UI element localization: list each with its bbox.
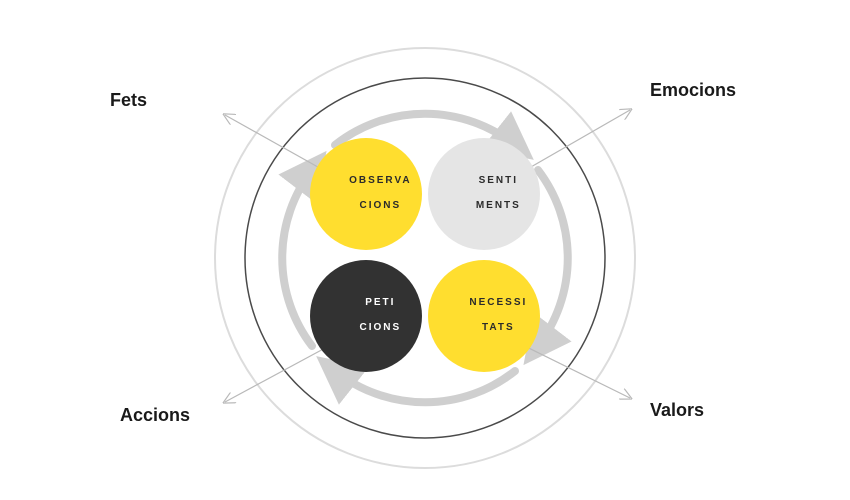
node-necessitats: NECESSI TATS — [428, 260, 540, 372]
node-label-line2: CIONS — [359, 200, 401, 211]
node-label: PETI CIONS — [331, 285, 401, 348]
node-label: OBSERVA CIONS — [320, 163, 411, 226]
inner-ring — [245, 78, 605, 438]
outer-label-accions: Accions — [120, 405, 190, 426]
node-label-line1: PETI — [365, 297, 395, 308]
node-sentiments: SENTI MENTS — [428, 138, 540, 250]
outer-label-emocions: Emocions — [650, 80, 736, 101]
node-label-line2: CIONS — [360, 322, 402, 333]
node-label-line1: OBSERVA — [349, 175, 412, 186]
outer-label-valors: Valors — [650, 400, 704, 421]
node-observacions: OBSERVA CIONS — [310, 138, 422, 250]
node-label: SENTI MENTS — [447, 163, 521, 226]
diagram-stage: Fets Emocions Accions Valors OBSERVA CIO… — [0, 0, 850, 500]
node-label: NECESSI TATS — [441, 285, 528, 348]
node-label-line2: MENTS — [476, 200, 521, 211]
node-label-line1: SENTI — [479, 175, 518, 186]
node-label-line2: TATS — [482, 322, 515, 333]
node-label-line1: NECESSI — [469, 297, 527, 308]
node-peticions: PETI CIONS — [310, 260, 422, 372]
outer-label-fets: Fets — [110, 90, 147, 111]
